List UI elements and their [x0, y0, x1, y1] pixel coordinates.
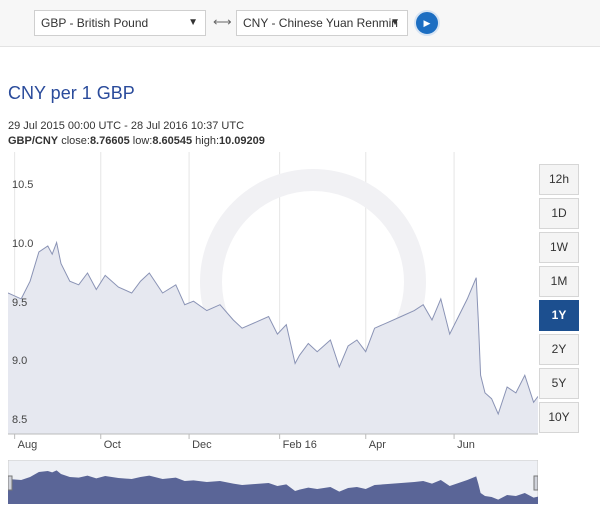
to-currency-select[interactable]: CNY - Chinese Yuan Renmin ▼	[236, 10, 408, 36]
y-tick-label: 9.0	[12, 355, 28, 368]
converter-bar: GBP - British Pound ▼ ⟷ CNY - Chinese Yu…	[0, 0, 600, 47]
chart-stats: GBP/CNY close:8.76605 low:8.60545 high:1…	[8, 135, 265, 147]
high-label: high:	[195, 135, 220, 147]
swap-icon[interactable]: ⟷	[213, 14, 232, 29]
high-value: 10.09209	[219, 135, 265, 147]
y-tick-label: 8.5	[12, 414, 28, 427]
navigator-svg	[7, 459, 539, 505]
period-button-1y[interactable]: 1Y	[539, 300, 579, 331]
navigator-area	[8, 470, 538, 504]
x-tick-label: Oct	[103, 439, 121, 451]
date-range: 29 Jul 2015 00:00 UTC - 28 Jul 2016 10:3…	[8, 120, 245, 132]
x-tick-label: Dec	[192, 439, 212, 451]
close-value: 8.76605	[89, 135, 130, 147]
chevron-down-icon: ▼	[390, 17, 400, 28]
pair-label: GBP/CNY	[8, 135, 59, 147]
x-tick-label: Apr	[368, 439, 386, 451]
low-label: low:	[132, 135, 153, 147]
x-tick-label: Feb 16	[282, 439, 317, 451]
period-button-10y[interactable]: 10Y	[539, 402, 579, 433]
rate-chart[interactable]: 10.5 10.0 9.5 9.0 8.5 Aug Oct Dec Feb 16 Apr Jun	[8, 152, 538, 452]
navigator-handle-left	[7, 475, 13, 491]
period-button-2y[interactable]: 2Y	[539, 334, 579, 365]
to-currency-value: CNY - Chinese Yuan Renmin	[243, 16, 398, 30]
period-button-12h[interactable]: 12h	[539, 164, 579, 195]
period-button-1m[interactable]: 1M	[539, 266, 579, 297]
rate-area	[8, 242, 538, 434]
chart-navigator[interactable]	[7, 459, 539, 505]
x-tick-label: Jun	[457, 439, 475, 451]
low-value: 8.60545	[152, 135, 193, 147]
rate-line	[8, 240, 538, 416]
from-currency-value: GBP - British Pound	[41, 16, 149, 30]
navigator-handle-right	[533, 475, 539, 491]
rate-chart-svg	[8, 152, 538, 439]
close-label: close:	[61, 135, 90, 147]
y-tick-label: 10.5	[12, 179, 34, 192]
chevron-down-icon: ▼	[188, 17, 198, 28]
go-button[interactable]: ▶	[414, 10, 440, 36]
period-button-1d[interactable]: 1D	[539, 198, 579, 229]
y-tick-label: 9.5	[12, 296, 28, 309]
period-button-5y[interactable]: 5Y	[539, 368, 579, 399]
x-tick-label: Aug	[17, 439, 38, 451]
play-icon: ▶	[423, 18, 431, 28]
from-currency-select[interactable]: GBP - British Pound ▼	[34, 10, 206, 36]
y-tick-label: 10.0	[12, 237, 34, 250]
chart-title: CNY per 1 GBP	[8, 83, 135, 103]
period-button-1w[interactable]: 1W	[539, 232, 579, 263]
